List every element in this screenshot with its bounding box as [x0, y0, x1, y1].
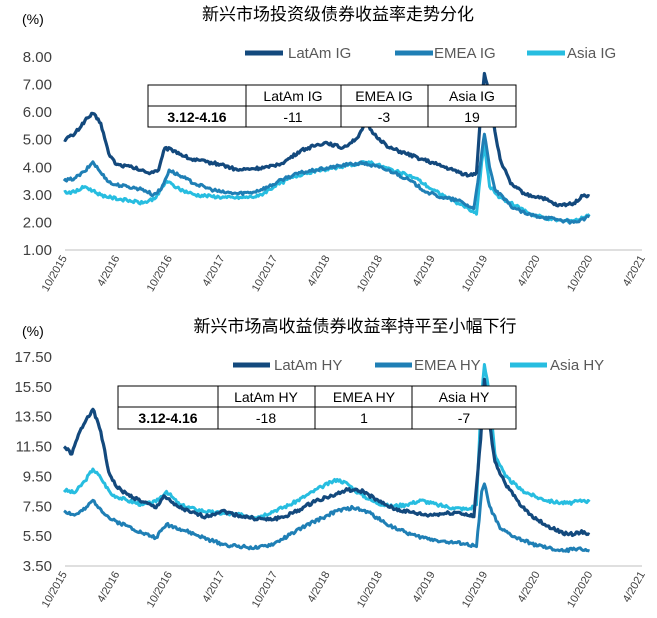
legend-label-emea-ig: EMEA IG — [434, 45, 496, 62]
table-value-latam-ig: -11 — [283, 109, 302, 125]
x-tick-label: 4/2020 — [516, 253, 543, 288]
table-header-latam-hy: LatAm HY — [234, 389, 298, 405]
y-tick-label: 7.50 — [23, 498, 52, 515]
table-row-label: 3.12-4.16 — [167, 109, 226, 125]
x-tick-label: 10/2018 — [355, 569, 385, 609]
y-tick-label: 5.50 — [23, 528, 52, 545]
y-tick-label: 13.50 — [14, 409, 52, 426]
x-tick-label: 4/2018 — [305, 569, 332, 604]
x-tick-label: 10/2015 — [40, 253, 70, 293]
table-value-latam-hy: -18 — [256, 410, 276, 426]
y-tick-label: 15.50 — [14, 379, 52, 396]
y-tick-label: 6.00 — [23, 104, 52, 121]
x-tick-label: 4/2021 — [621, 253, 648, 288]
x-tick-label: 10/2016 — [145, 569, 175, 609]
chart-ig-y-ticks: 1.00 2.00 3.00 4.00 5.00 6.00 7.00 8.00 — [23, 49, 52, 259]
y-tick-label: 4.00 — [23, 159, 52, 176]
chart-hy-title: 新兴市场高收益债券收益率持平至小幅下行 — [194, 317, 517, 337]
x-tick-label: 10/2015 — [40, 569, 70, 609]
legend-label-asia-hy: Asia HY — [550, 357, 604, 374]
table-value-emea-ig: -3 — [378, 109, 391, 125]
legend-label-latam-ig: LatAm IG — [288, 45, 351, 62]
x-tick-label: 10/2020 — [565, 253, 595, 293]
chart-ig: 新兴市场投资级债券收益率走势分化 (%) 1.00 2.00 3.00 4.00 5.0… — [22, 5, 648, 294]
x-tick-label: 10/2019 — [460, 253, 490, 293]
x-tick-label: 10/2018 — [355, 253, 385, 293]
table-header-latam-ig: LatAm IG — [263, 88, 322, 104]
series-line-emea-hy — [63, 482, 591, 554]
chart-hy-series — [62, 363, 591, 554]
x-tick-label: 4/2016 — [95, 253, 122, 288]
table-value-asia-hy: -7 — [458, 410, 471, 426]
legend-label-asia-ig: Asia IG — [567, 45, 616, 62]
chart-ig-legend: LatAm IG EMEA IG Asia IG — [245, 45, 616, 62]
x-tick-label: 4/2018 — [305, 253, 332, 288]
chart-hy-table: LatAm HY EMEA HY Asia HY 3.12-4.16 -18 1… — [117, 385, 517, 430]
legend-label-latam-hy: LatAm HY — [274, 357, 342, 374]
table-row-label: 3.12-4.16 — [138, 410, 197, 426]
x-tick-label: 4/2021 — [621, 569, 648, 604]
table-header-emea-hy: EMEA HY — [333, 389, 396, 405]
chart-hy-x-ticks: 10/2015 4/2016 10/2016 4/2017 10/2017 4/2018 1… — [40, 569, 648, 609]
chart-ig-x-ticks: 10/2015 4/2016 10/2016 4/2017 10/2017 4/2018 1… — [40, 253, 648, 293]
y-tick-label: 3.50 — [23, 558, 52, 575]
x-tick-label: 4/2016 — [95, 569, 122, 604]
y-tick-label: 17.50 — [14, 349, 52, 366]
legend-label-emea-hy: EMEA HY — [414, 357, 481, 374]
x-tick-label: 10/2016 — [145, 253, 175, 293]
chart-ig-title: 新兴市场投资级债券收益率走势分化 — [202, 5, 474, 25]
x-tick-label: 4/2020 — [516, 569, 543, 604]
table-header-asia-hy: Asia HY — [439, 389, 490, 405]
x-tick-label: 4/2019 — [411, 253, 438, 288]
chart-hy: 新兴市场高收益债券收益率持平至小幅下行 (%) 3.50 5.50 7.50 9.50… — [14, 317, 647, 610]
series-line-latam-hy — [62, 377, 591, 537]
table-value-emea-hy: 1 — [360, 410, 368, 426]
table-header-asia-ig: Asia IG — [449, 88, 495, 104]
series-line-latam-ig — [63, 71, 591, 208]
x-tick-label: 10/2017 — [250, 253, 280, 293]
table-value-asia-ig: 19 — [464, 109, 480, 125]
chart-hy-legend: LatAm HY EMEA HY Asia HY — [233, 357, 604, 374]
chart-ig-table: LatAm IG EMEA IG Asia IG 3.12-4.16 -11 -… — [147, 84, 517, 128]
x-tick-label: 4/2019 — [411, 569, 438, 604]
x-tick-label: 4/2017 — [200, 569, 227, 604]
y-tick-label: 7.00 — [23, 77, 52, 94]
x-tick-label: 4/2017 — [200, 253, 227, 288]
y-tick-label: 3.00 — [23, 187, 52, 204]
y-tick-label: 5.00 — [23, 132, 52, 149]
chart-ig-unit: (%) — [22, 11, 44, 27]
y-tick-label: 9.50 — [23, 468, 52, 485]
chart-ig-series — [62, 71, 591, 225]
y-tick-label: 2.00 — [23, 214, 52, 231]
table-header-emea-ig: EMEA IG — [355, 88, 413, 104]
y-tick-label: 11.50 — [16, 439, 52, 456]
x-tick-label: 10/2020 — [565, 569, 595, 609]
y-tick-label: 8.00 — [23, 49, 52, 66]
y-tick-label: 1.00 — [23, 242, 52, 259]
x-tick-label: 10/2019 — [460, 569, 490, 609]
chart-hy-unit: (%) — [22, 323, 44, 339]
chart-hy-y-ticks: 3.50 5.50 7.50 9.50 11.50 13.50 15.50 17.50 — [14, 349, 52, 575]
series-line-emea-ig — [62, 132, 591, 225]
x-tick-label: 10/2017 — [250, 569, 280, 609]
